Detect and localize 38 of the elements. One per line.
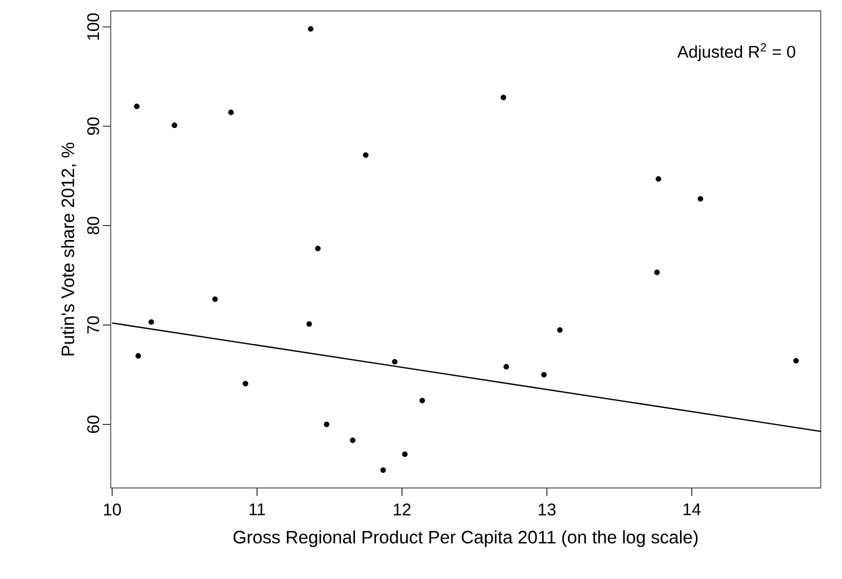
point — [134, 104, 140, 110]
point — [324, 422, 330, 428]
x-tick-label: 13 — [538, 504, 556, 516]
point — [380, 467, 386, 473]
x-tick-label: 11 — [250, 504, 266, 516]
point — [148, 319, 154, 325]
point — [315, 246, 321, 252]
y-axis-title: Putin's Vote share 2012, % — [61, 142, 76, 356]
y-tick-label: 60 — [87, 416, 100, 433]
point — [306, 321, 312, 327]
x-tick-label: 14 — [684, 504, 701, 516]
point — [793, 358, 799, 364]
y-tick-label: 100 — [87, 13, 100, 40]
point — [402, 451, 408, 457]
point — [242, 380, 248, 386]
point — [212, 296, 218, 302]
point — [503, 364, 510, 370]
x-tick-label: 10 — [104, 504, 121, 516]
point — [654, 270, 660, 276]
y-tick-label: 70 — [87, 316, 100, 334]
point — [228, 110, 234, 116]
x-tick-label: 12 — [394, 504, 411, 516]
point — [656, 176, 662, 182]
point — [350, 437, 356, 444]
point — [392, 358, 398, 365]
y-tick-label: 90 — [87, 118, 100, 135]
point — [419, 398, 426, 404]
point — [500, 94, 506, 100]
point — [135, 353, 142, 359]
point — [557, 327, 563, 333]
point — [362, 152, 369, 158]
y-tick-label: 80 — [87, 216, 100, 234]
point — [698, 196, 704, 202]
point — [308, 26, 314, 32]
point — [541, 372, 547, 378]
annotation: Adjusted R$^{2}$ = 0 — [677, 43, 796, 62]
x-axis-title: Gross Regional Product Per Capita 2011 (on the log scale) — [234, 530, 698, 548]
point — [172, 122, 178, 128]
